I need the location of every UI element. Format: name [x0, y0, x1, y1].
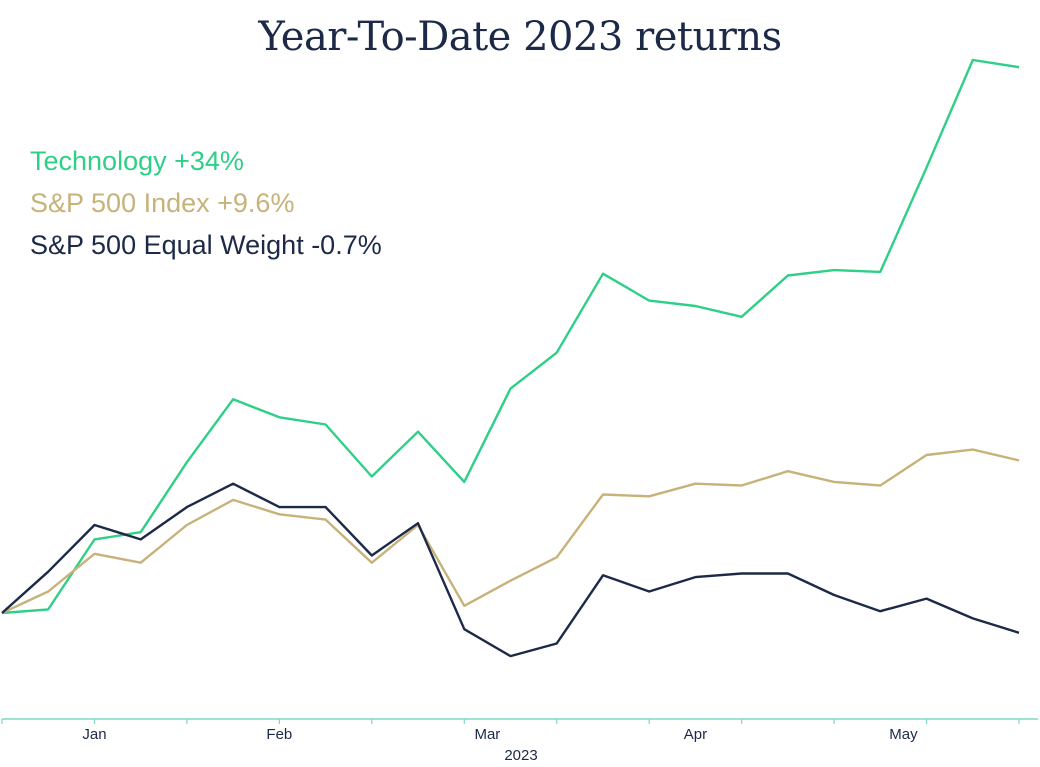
legend-entry-technology: Technology +34%: [30, 146, 244, 176]
x-axis-label: 2023: [504, 747, 537, 764]
series-line-s-p-500-equal-weight: [1, 482, 1020, 658]
series-line-s-p-500-index: [1, 448, 1020, 615]
legend-entry-sp500: S&P 500 Index +9.6%: [30, 188, 295, 218]
series-line-technology: [1, 58, 1020, 615]
x-tick-label-may: May: [889, 726, 918, 743]
legend-entry-sp500-equal-weight: S&P 500 Equal Weight -0.7%: [30, 230, 382, 260]
x-tick-label-mar: Mar: [474, 726, 500, 743]
x-tick-label-feb: Feb: [266, 726, 292, 743]
chart-title: Year-To-Date 2023 returns: [258, 14, 782, 60]
x-tick-label-jan: Jan: [82, 726, 106, 743]
legend: Technology +34% S&P 500 Index +9.6% S&P …: [30, 140, 382, 266]
x-tick-label-apr: Apr: [684, 726, 707, 743]
